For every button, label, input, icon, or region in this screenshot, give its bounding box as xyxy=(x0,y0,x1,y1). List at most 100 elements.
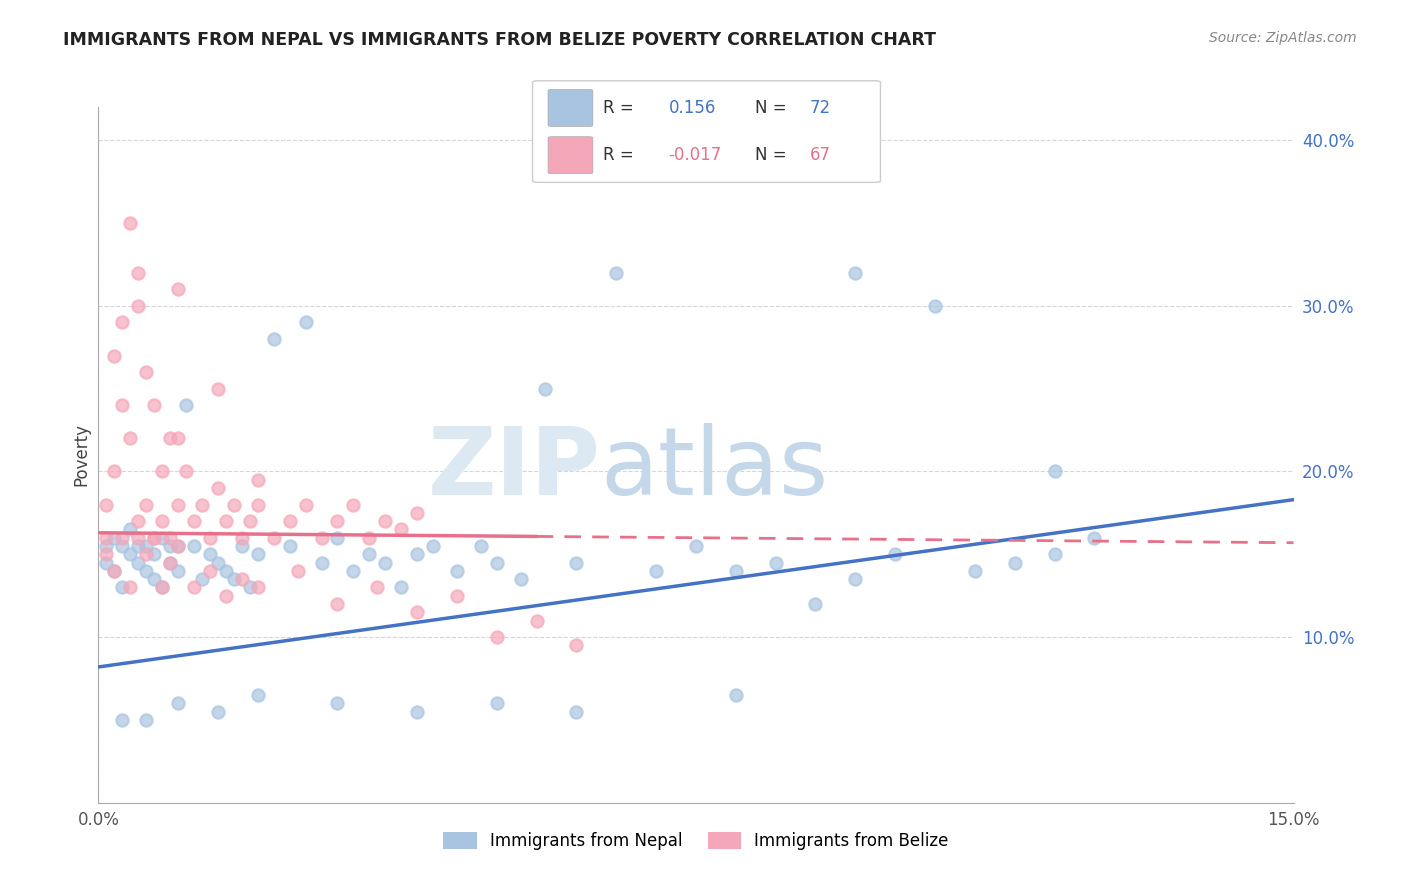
FancyBboxPatch shape xyxy=(548,89,593,127)
Point xyxy=(159,431,181,445)
Point xyxy=(724,564,747,578)
Point xyxy=(406,547,429,561)
Point xyxy=(311,531,333,545)
Point xyxy=(167,539,190,553)
Point xyxy=(844,572,866,586)
Point xyxy=(509,572,531,586)
Point xyxy=(222,572,245,586)
Point xyxy=(215,564,238,578)
Point xyxy=(167,282,190,296)
Point xyxy=(342,498,364,512)
Point xyxy=(120,547,142,561)
Point xyxy=(294,315,316,329)
Text: atlas: atlas xyxy=(600,423,828,515)
Point xyxy=(120,216,142,230)
Point xyxy=(924,299,946,313)
Point xyxy=(143,531,166,545)
FancyBboxPatch shape xyxy=(548,136,593,174)
Point xyxy=(127,266,149,280)
Point xyxy=(143,547,166,561)
Text: R =: R = xyxy=(603,99,640,117)
FancyBboxPatch shape xyxy=(533,81,880,182)
Text: R =: R = xyxy=(603,146,640,164)
Point xyxy=(326,514,349,528)
Point xyxy=(143,572,166,586)
Point xyxy=(1004,556,1026,570)
Point xyxy=(150,531,173,545)
Text: Source: ZipAtlas.com: Source: ZipAtlas.com xyxy=(1209,31,1357,45)
Point xyxy=(884,547,907,561)
Point xyxy=(207,705,229,719)
Text: 72: 72 xyxy=(810,99,831,117)
Point xyxy=(263,531,285,545)
Point xyxy=(526,614,548,628)
Point xyxy=(111,398,134,412)
Point xyxy=(605,266,627,280)
Point xyxy=(963,564,986,578)
Point xyxy=(215,514,238,528)
Point xyxy=(406,705,429,719)
Point xyxy=(159,531,181,545)
Point xyxy=(406,506,429,520)
Point xyxy=(389,581,412,595)
Point xyxy=(485,630,508,644)
Point xyxy=(804,597,827,611)
Point xyxy=(103,564,125,578)
Point xyxy=(127,531,149,545)
Point xyxy=(150,465,173,479)
Point xyxy=(159,539,181,553)
Point xyxy=(374,514,396,528)
Legend: Immigrants from Nepal, Immigrants from Belize: Immigrants from Nepal, Immigrants from B… xyxy=(437,826,955,857)
Point xyxy=(246,473,269,487)
Point xyxy=(239,581,262,595)
Point xyxy=(135,564,157,578)
Point xyxy=(294,498,316,512)
Point xyxy=(263,332,285,346)
Point xyxy=(127,539,149,553)
Point xyxy=(366,581,388,595)
Point xyxy=(446,589,468,603)
Point xyxy=(1083,531,1105,545)
Point xyxy=(150,581,173,595)
Point xyxy=(198,531,221,545)
Point xyxy=(167,539,190,553)
Point xyxy=(159,556,181,570)
Point xyxy=(231,539,253,553)
Point xyxy=(96,547,118,561)
Point xyxy=(111,713,134,727)
Point xyxy=(311,556,333,570)
Point xyxy=(103,564,125,578)
Point xyxy=(174,465,197,479)
Point xyxy=(1043,465,1066,479)
Point xyxy=(135,547,157,561)
Point xyxy=(111,315,134,329)
Point xyxy=(183,514,205,528)
Point xyxy=(159,556,181,570)
Point xyxy=(111,581,134,595)
Point xyxy=(96,498,118,512)
Text: N =: N = xyxy=(755,99,792,117)
Point xyxy=(485,697,508,711)
Point xyxy=(724,688,747,702)
Point xyxy=(246,547,269,561)
Point xyxy=(167,431,190,445)
Point xyxy=(183,539,205,553)
Point xyxy=(111,539,134,553)
Point xyxy=(485,556,508,570)
Point xyxy=(359,547,381,561)
Point xyxy=(422,539,444,553)
Point xyxy=(533,382,555,396)
Point xyxy=(198,547,221,561)
Point xyxy=(207,382,229,396)
Point xyxy=(135,365,157,379)
Point xyxy=(198,564,221,578)
Point xyxy=(231,531,253,545)
Point xyxy=(135,539,157,553)
Text: 0.156: 0.156 xyxy=(669,99,716,117)
Point xyxy=(96,531,118,545)
Point xyxy=(103,531,125,545)
Point xyxy=(326,531,349,545)
Point xyxy=(135,498,157,512)
Point xyxy=(207,481,229,495)
Point xyxy=(278,514,301,528)
